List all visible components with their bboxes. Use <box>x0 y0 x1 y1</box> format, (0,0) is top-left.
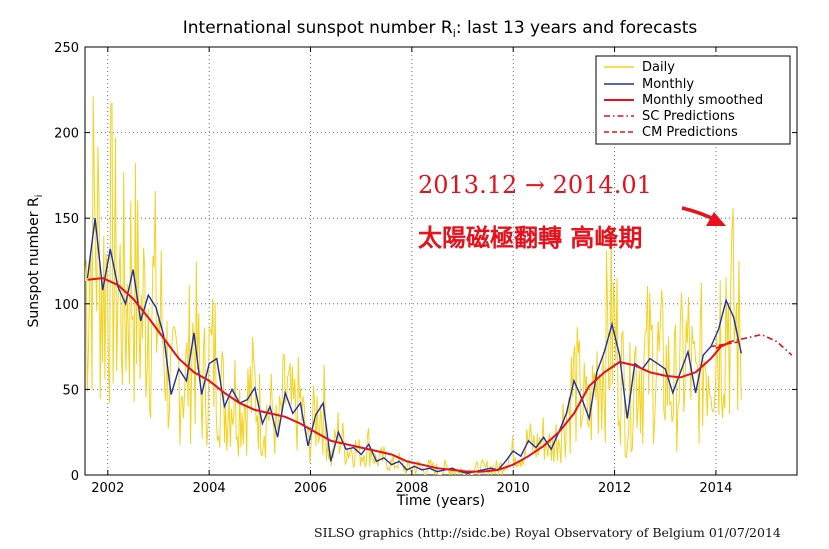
chart-title: International sunspot number Ri: last 13… <box>183 18 698 40</box>
y-tick-label: 250 <box>54 41 79 56</box>
legend-label-cm: CM Predictions <box>642 125 738 140</box>
axis-ticks: 2002 2004 2006 2008 2010 2012 2014 0 50 100 150 200… <box>54 41 797 496</box>
x-tick-label: 2008 <box>395 481 428 496</box>
series-monthly-line <box>86 218 742 475</box>
series-cm-predictions-line <box>710 340 742 348</box>
legend: Daily Monthly Monthly smoothed SC Predic… <box>595 55 791 145</box>
y-tick-label: 100 <box>54 298 79 313</box>
x-tick-label: 2010 <box>497 481 530 496</box>
x-tick-label: 2002 <box>91 481 124 496</box>
y-tick-label: 0 <box>71 469 79 484</box>
annotation-arrow <box>681 206 726 226</box>
legend-label-monthly: Monthly <box>642 77 694 92</box>
annotation-dates: 2013.12 → 2014.01 <box>418 171 652 199</box>
series-smoothed-line <box>87 277 732 473</box>
x-axis-label: Time (years) <box>396 493 485 509</box>
grid <box>85 47 797 475</box>
legend-label-smoothed: Monthly smoothed <box>642 93 763 108</box>
y-tick-label: 200 <box>54 127 79 142</box>
legend-label-daily: Daily <box>642 60 675 75</box>
y-tick-label: 50 <box>62 383 79 398</box>
x-tick-label: 2014 <box>699 481 732 496</box>
x-tick-label: 2012 <box>598 481 631 496</box>
credit-line: SILSO graphics (http://sidc.be) Royal Ob… <box>314 525 781 540</box>
y-tick-label: 150 <box>54 212 79 227</box>
series-sc-predictions-line <box>715 333 793 356</box>
x-tick-label: 2004 <box>193 481 226 496</box>
annotation-caption: 太陽磁極翻轉 高峰期 <box>418 223 642 252</box>
legend-label-sc: SC Predictions <box>642 109 735 124</box>
x-tick-label: 2006 <box>294 481 327 496</box>
y-axis-label: Sunspot number Ri <box>26 195 45 328</box>
